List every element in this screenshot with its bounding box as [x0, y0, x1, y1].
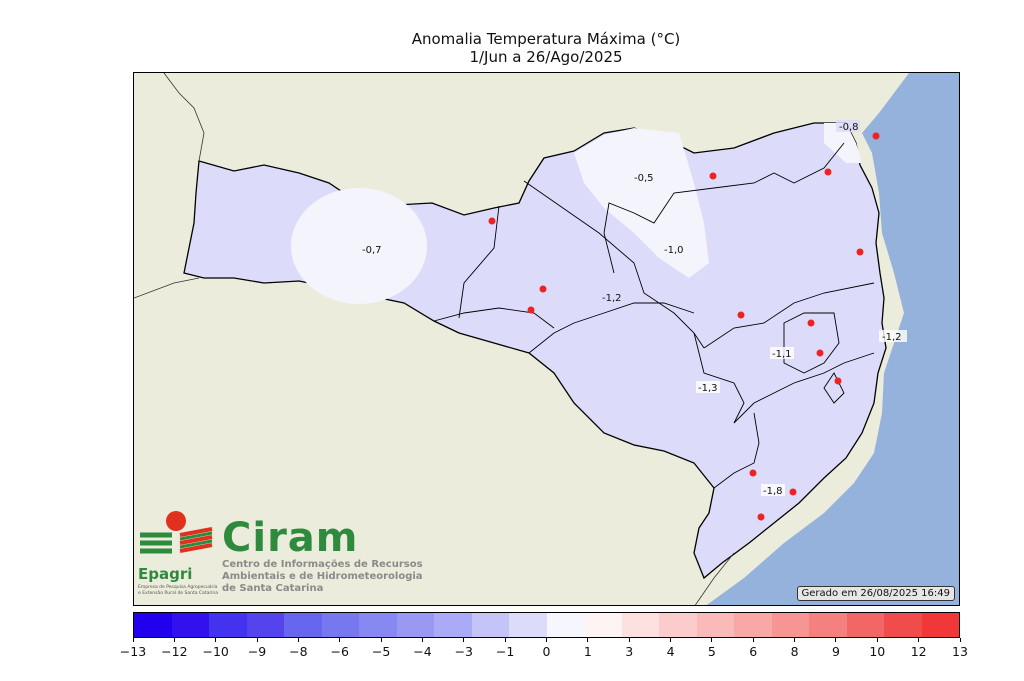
region-label-vale-itajai: -1,1 — [772, 349, 792, 360]
ciram-subtitle-line: Centro de Informações de Recursos — [222, 559, 423, 570]
patch-northeast — [824, 123, 862, 163]
ciram-subtitle-line: de Santa Catarina — [222, 583, 324, 594]
region-label-planalto-sul: -1,3 — [698, 383, 718, 394]
patch-west — [291, 188, 427, 304]
colorbar — [133, 612, 960, 638]
colorbar-tick-label: −9 — [237, 638, 277, 659]
epagri-wordmark: Epagri — [138, 565, 193, 583]
colorbar-tick-label: 0 — [527, 638, 567, 659]
colorbar-segment — [696, 613, 734, 637]
station-marker — [807, 319, 815, 327]
station-markers — [488, 132, 880, 521]
region-label-planalto-norte: -1,0 — [664, 245, 684, 256]
station-marker — [749, 469, 757, 477]
epagri-emblem-icon — [140, 511, 213, 554]
colorbar-tick-label: 10 — [857, 638, 897, 659]
colorbar-segment — [359, 613, 397, 637]
generated-timestamp: Gerado em 26/08/2025 16:49 — [796, 586, 955, 601]
colorbar-ticks: −13 −12 −10 −9 −8 −6 −5 −4 −3 −1 0 1 3 4 5 6 8 9 10 12 13 — [120, 638, 968, 668]
region-label-sul: -1,8 — [763, 486, 783, 497]
colorbar-segment — [846, 613, 884, 637]
region-label-litoral: -1,2 — [882, 332, 902, 343]
colorbar-tick-label: −10 — [196, 638, 236, 659]
colorbar-segment — [809, 613, 847, 637]
region-label-norte: -0,5 — [634, 173, 654, 184]
epagri-subtitle-line: e Extensão Rural de Santa Catarina — [138, 591, 219, 596]
colorbar-tick-label: 8 — [775, 638, 815, 659]
station-marker — [527, 306, 535, 314]
colorbar-tick-label: −5 — [361, 638, 401, 659]
colorbar-segment — [434, 613, 472, 637]
colorbar-tick-label: −1 — [485, 638, 525, 659]
colorbar-tick-label: −13 — [113, 638, 153, 659]
map-title: Anomalia Temperatura Máxima (°C) 1/Jun a… — [0, 30, 1024, 66]
region-label-meio-oeste: -1,2 — [602, 293, 622, 304]
colorbar-segment — [884, 613, 922, 637]
patch-north — [574, 128, 709, 278]
station-marker — [824, 168, 832, 176]
colorbar-segment — [771, 613, 809, 637]
station-marker — [834, 377, 842, 385]
colorbar-segment — [321, 613, 359, 637]
region-label-oeste: -0,7 — [362, 245, 382, 256]
colorbar-segment — [284, 613, 322, 637]
colorbar-segment — [209, 613, 247, 637]
colorbar-segment — [171, 613, 209, 637]
region-boundaries — [433, 142, 875, 489]
epagri-subtitle-line: Empresa de Pesquisa Agropecuária — [138, 585, 218, 590]
epagri-subtitle: Empresa de Pesquisa Agropecuária e Exten… — [138, 585, 218, 597]
colorbar-tick-label: 12 — [899, 638, 939, 659]
station-marker — [737, 311, 745, 319]
colorbar-segment — [659, 613, 697, 637]
ciram-subtitle-line: Ambientais e de Hidrometeorologia — [222, 571, 423, 582]
colorbar-segment — [546, 613, 584, 637]
colorbar-tick-label: −3 — [444, 638, 484, 659]
station-marker — [816, 349, 824, 357]
ocean-area — [706, 73, 959, 605]
station-marker — [872, 132, 880, 140]
map-title-line2: 1/Jun a 26/Ago/2025 — [469, 48, 623, 66]
station-marker — [488, 217, 496, 225]
colorbar-tick-label: 13 — [940, 638, 980, 659]
colorbar-tick-label: −4 — [402, 638, 442, 659]
colorbar-segment — [621, 613, 659, 637]
colorbar-tick-label: 5 — [692, 638, 732, 659]
ciram-subtitle: Centro de Informações de Recursos Ambien… — [222, 559, 423, 595]
colorbar-tick-label: −12 — [154, 638, 194, 659]
station-marker — [757, 513, 765, 521]
map-canvas: -0,8 -0,5 -0,7 -1,0 -1,2 -1,2 -1,1 -1,3 … — [134, 73, 959, 605]
map-title-line1: Anomalia Temperatura Máxima (°C) — [411, 30, 681, 48]
colorbar-tick-label: 4 — [651, 638, 691, 659]
colorbar-tick-label: 1 — [568, 638, 608, 659]
colorbar-tick-label: −8 — [278, 638, 318, 659]
colorbar-tick-label: 9 — [816, 638, 856, 659]
colorbar-segment — [921, 613, 959, 637]
colorbar-segment — [509, 613, 547, 637]
colorbar-segment — [734, 613, 772, 637]
region-labels: -0,8 -0,5 -0,7 -1,0 -1,2 -1,2 -1,1 -1,3 … — [362, 120, 907, 497]
region-label-nordeste: -0,8 — [839, 122, 859, 133]
station-marker — [856, 248, 864, 256]
colorbar-segment — [396, 613, 434, 637]
neighbor-borders — [134, 73, 735, 605]
ciram-epagri-logo: Ciram Centro de Informações de Recursos … — [136, 509, 456, 605]
colorbar-segment — [471, 613, 509, 637]
colorbar-tick-label: −6 — [320, 638, 360, 659]
station-marker — [539, 285, 547, 293]
colorbar-segment — [134, 613, 172, 637]
map-panel: -0,8 -0,5 -0,7 -1,0 -1,2 -1,2 -1,1 -1,3 … — [133, 72, 960, 606]
station-marker — [709, 172, 717, 180]
ciram-wordmark: Ciram — [222, 515, 359, 561]
station-marker — [789, 488, 797, 496]
colorbar-segment — [246, 613, 284, 637]
colorbar-tick-label: 3 — [609, 638, 649, 659]
colorbar-tick-label: 6 — [733, 638, 773, 659]
colorbar-segment — [584, 613, 622, 637]
